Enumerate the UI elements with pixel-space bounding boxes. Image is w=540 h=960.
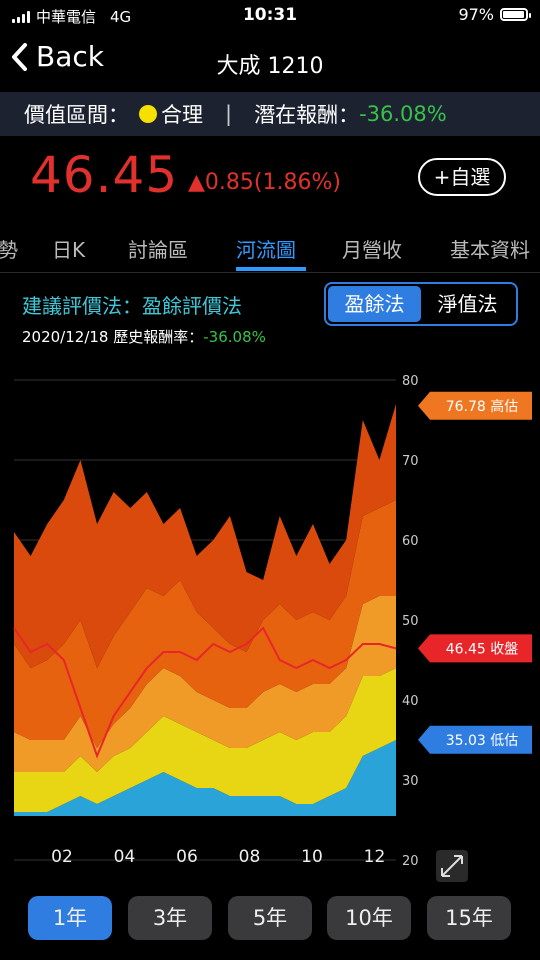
page-title: 大成 1210 (216, 54, 324, 79)
tab-daily-k[interactable]: 日K (52, 238, 86, 262)
x-tick-label: 04 (114, 847, 136, 867)
x-tick-label: 12 (364, 847, 386, 867)
x-tick-label: 08 (239, 847, 261, 867)
potential-value: -36.08% (359, 102, 447, 126)
y-tick-label: 30 (402, 774, 419, 789)
expand-icon[interactable] (436, 850, 468, 882)
price-line (13, 626, 397, 759)
band-5 (14, 404, 396, 668)
value-label: 35.03 低估 (418, 725, 532, 754)
carrier-name: 中華電信 (36, 8, 97, 26)
band-4 (14, 500, 396, 748)
battery-icon (500, 8, 531, 21)
current-price: 46.45 (30, 146, 179, 204)
back-button[interactable]: Back (10, 40, 104, 73)
y-tick-label: 80 (402, 374, 419, 389)
tab-discussion[interactable]: 討論區 (128, 238, 188, 262)
y-tick-label: 20 (402, 854, 419, 869)
value-label-bg (418, 634, 532, 663)
tab-trend[interactable]: 勢 (0, 238, 18, 262)
river-chart: 20 30 40 50 60 70 80 02 04 06 08 10 12 76.78 高估 46.45 … (13, 374, 532, 882)
signal-icon (12, 10, 30, 23)
value-label-bg (418, 391, 532, 420)
price-change: ▲0.85(1.86%) (188, 170, 341, 195)
battery-info: 97% (458, 5, 531, 24)
value-label-text: 76.78 高估 (446, 398, 519, 415)
band-2 (14, 668, 396, 812)
segment-book-value[interactable]: 淨值法 (437, 292, 498, 316)
value-label: 46.45 收盤 (418, 634, 532, 663)
x-tick-label: 10 (301, 847, 323, 867)
add-watchlist-button[interactable]: +自選 (418, 158, 506, 196)
segment-earnings[interactable]: 盈餘法 (328, 286, 421, 322)
history-return-value: -36.08% (203, 328, 266, 346)
tab-basic-info[interactable]: 基本資料 (450, 238, 530, 262)
period-15y-button[interactable]: 15年 (427, 896, 511, 940)
x-tick-label: 06 (176, 847, 198, 867)
period-3y-button[interactable]: 3年 (128, 896, 212, 940)
x-tick-label: 02 (51, 847, 73, 867)
period-10y-button[interactable]: 10年 (327, 896, 411, 940)
potential-label: 潛在報酬： (254, 103, 360, 127)
range-label: 價值區間： (24, 103, 129, 127)
range-indicator-icon (139, 105, 157, 123)
back-label: Back (36, 40, 104, 73)
y-tick-label: 60 (402, 534, 419, 549)
history-return-line: 2020/12/18 歷史報酬率：-36.08% (22, 326, 266, 347)
y-tick-label: 50 (402, 614, 419, 629)
value-label-bg (418, 725, 532, 754)
value-label-text: 35.03 低估 (446, 733, 519, 749)
chevron-left-icon (12, 42, 27, 71)
navigation-bar: Back 大成 1210 (0, 36, 540, 86)
history-return-label: 歷史報酬率： (113, 328, 204, 346)
tab-bar: 勢 日K 討論區 河流圖 月營收 基本資料 (0, 228, 540, 273)
valuation-bar: 價值區間： 合理 | 潛在報酬： -36.08% (0, 92, 540, 136)
y-tick-label: 40 (402, 694, 419, 709)
band-1 (14, 740, 396, 816)
value-label-text: 46.45 收盤 (446, 641, 519, 657)
method-segmented-control: 盈餘法 淨值法 (324, 282, 518, 326)
valuation-method: 建議評價法：盈餘評價法 (22, 294, 242, 318)
period-selector: 1年 3年 5年 10年 15年 (0, 894, 540, 944)
date-label: 2020/12/18 (22, 328, 109, 346)
band-3 (14, 596, 396, 772)
range-value: 合理 (161, 103, 203, 127)
active-tab-indicator (236, 267, 306, 271)
battery-percent: 97% (458, 5, 494, 24)
period-5y-button[interactable]: 5年 (228, 896, 312, 940)
y-tick-label: 70 (402, 454, 419, 469)
tab-monthly-revenue[interactable]: 月營收 (342, 238, 402, 262)
tab-river-chart[interactable]: 河流圖 (236, 238, 296, 262)
period-1y-button[interactable]: 1年 (28, 896, 112, 940)
status-bar: 中華電信 4G 10:31 97% (0, 0, 540, 32)
value-label: 76.78 高估 (418, 391, 532, 420)
clock: 10:31 (242, 5, 298, 25)
divider: | (225, 102, 233, 126)
network-type: 4G (110, 7, 132, 26)
carrier-info: 中華電信 4G (12, 6, 131, 27)
